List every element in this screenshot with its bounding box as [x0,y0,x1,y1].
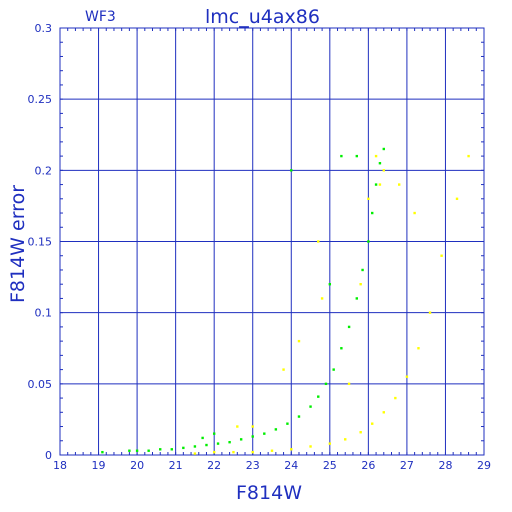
data-point-series-1 [135,449,139,452]
chart-title: lmc_u4ax86 [205,6,320,28]
data-point-series-2 [320,297,324,300]
data-point-series-1 [274,428,278,431]
data-point-series-2 [394,396,397,400]
data-point-series-1 [263,432,266,435]
data-point-series-1 [371,211,374,215]
data-point-series-1 [228,440,231,444]
data-point-series-2 [467,154,470,158]
data-point-series-1 [212,432,216,435]
y-tick-label: 0.1 [35,307,53,320]
y-tick-label: 0.15 [28,236,53,249]
data-point-series-1 [147,449,150,452]
data-point-series-2 [359,431,362,434]
x-tick-label: 26 [361,459,375,472]
data-point-series-1 [361,268,364,272]
data-point-series-2 [290,448,293,451]
data-point-series-1 [286,422,289,425]
data-point-series-2 [317,240,320,243]
x-tick-label: 24 [284,459,298,472]
data-point-series-2 [382,411,385,414]
y-tick-label: 0.2 [35,164,53,177]
y-tick-label: 0 [45,449,52,462]
data-point-series-1 [182,446,185,450]
data-point-series-2 [251,425,254,428]
x-tick-label: 19 [92,459,106,472]
data-point-series-1 [347,325,351,329]
data-point-series-2 [251,450,254,454]
data-point-series-1 [290,169,293,172]
y-tick-label: 0.3 [35,22,53,35]
data-point-series-2 [212,450,216,454]
x-tick-label: 22 [207,459,221,472]
data-point-series-2 [359,283,362,286]
x-tick-label: 23 [246,459,260,472]
y-tick-label: 0.25 [28,93,53,106]
data-point-series-1 [170,448,173,451]
data-point-series-2 [398,183,401,186]
data-point-series-1 [239,438,243,441]
x-tick-label: 21 [169,459,183,472]
data-point-series-1 [201,436,204,440]
data-point-series-1 [332,368,335,371]
x-tick-label: 20 [130,459,144,472]
data-point-series-1 [340,347,343,350]
data-point-series-1 [340,154,343,158]
data-point-series-1 [251,435,254,438]
x-tick-label: 18 [53,459,67,472]
data-point-series-2 [371,422,374,425]
data-point-series-2 [193,452,197,455]
data-point-series-2 [413,211,416,215]
data-point-series-2 [282,368,285,371]
data-point-series-1 [101,450,104,454]
data-point-series-2 [440,254,443,257]
data-point-series-2 [455,197,459,200]
x-axis-label: F814W [236,482,302,504]
data-point-series-1 [328,283,332,286]
x-tick-label: 28 [438,459,452,472]
data-point-series-2 [297,339,301,343]
data-point-series-2 [378,183,382,186]
data-point-series-1 [159,448,162,451]
data-point-series-1 [216,442,220,445]
data-point-series-1 [317,395,320,398]
data-point-series-1 [205,443,208,447]
data-point-series-1 [367,240,370,243]
data-point-series-2 [374,154,378,158]
data-point-series-2 [428,311,432,314]
data-point-series-1 [309,405,312,408]
panel-label: WF3 [85,9,116,25]
data-point-series-2 [382,169,385,172]
data-point-series-1 [324,382,328,386]
data-point-series-1 [297,415,301,418]
data-point-series-2 [347,382,351,386]
data-point-series-2 [405,375,409,378]
data-point-series-1 [378,162,382,165]
x-tick-label: 25 [323,459,337,472]
data-point-series-2 [236,425,239,428]
data-point-series-1 [382,147,385,151]
data-point-series-1 [374,183,378,186]
data-point-series-1 [128,449,131,452]
data-point-series-2 [232,450,235,454]
y-tick-label: 0.05 [28,378,53,391]
x-tick-label: 27 [400,459,414,472]
data-point-series-2 [328,442,332,445]
data-point-series-2 [367,197,370,200]
data-point-series-1 [355,154,358,158]
y-axis-label: F814W error [7,184,29,304]
data-point-series-1 [193,445,197,448]
data-point-series-2 [309,445,312,448]
data-point-series-2 [417,347,420,350]
data-point-series-2 [344,438,347,441]
data-point-series-1 [355,297,358,300]
x-tick-label: 29 [477,459,491,472]
data-point-series-2 [270,449,274,452]
